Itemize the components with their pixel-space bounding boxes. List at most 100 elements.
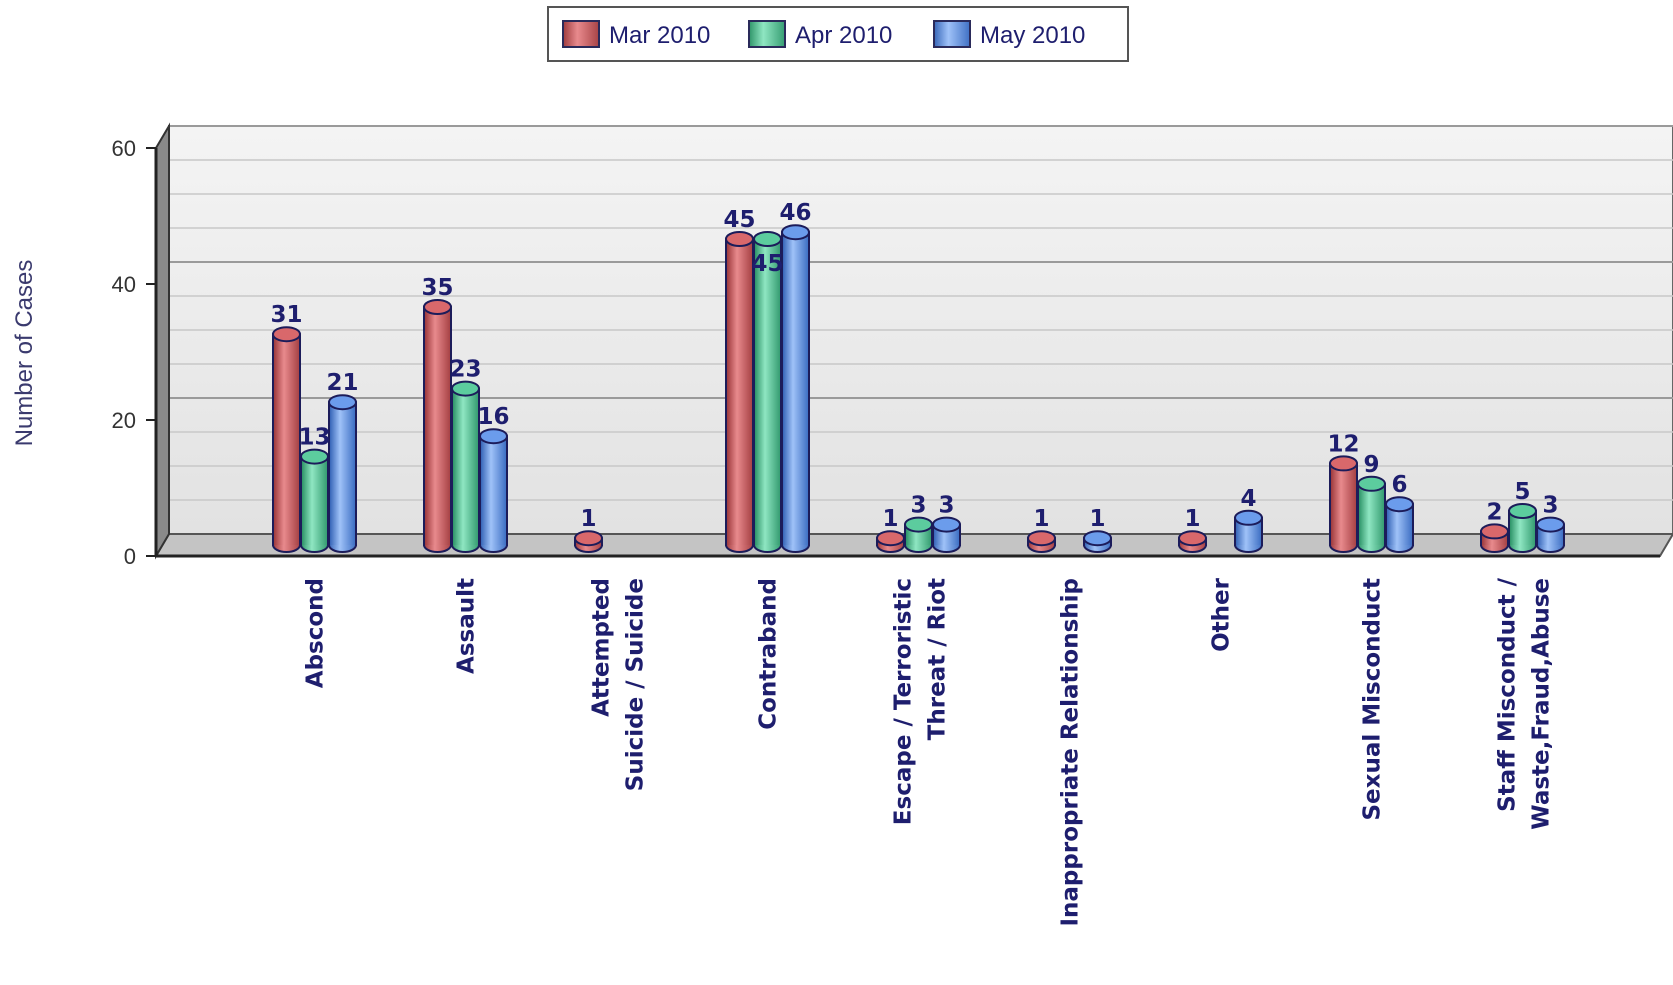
legend-swatch: [748, 20, 786, 48]
bar-top: [328, 394, 357, 411]
data-label: 1: [882, 506, 898, 532]
bar: [1357, 475, 1386, 553]
bar-top: [1178, 530, 1207, 547]
bar-fill: [755, 239, 780, 545]
bar: [272, 326, 301, 553]
bar: [876, 530, 905, 553]
category-label-line: Assault: [454, 578, 480, 674]
data-label: 3: [938, 493, 954, 519]
category-label-line: Other: [1209, 577, 1235, 652]
category-label-line: Threat / Riot: [925, 578, 951, 740]
data-label: 3: [910, 493, 926, 519]
data-label: 16: [477, 404, 509, 430]
bar: [1178, 530, 1207, 553]
bar: [1480, 523, 1509, 553]
data-label: 45: [751, 251, 783, 277]
data-label: 35: [421, 275, 453, 301]
legend-label: Apr 2010: [795, 22, 892, 49]
bar-top: [1508, 503, 1537, 519]
bar-fill: [783, 232, 808, 545]
legend-swatch: [933, 20, 971, 48]
bar: [1027, 530, 1056, 553]
data-label: 13: [298, 425, 330, 451]
category-label: Contraband: [756, 578, 782, 730]
bar-fill: [330, 402, 355, 545]
category-label: Sexual Misconduct: [1360, 578, 1386, 821]
category-label: Abscond: [303, 578, 329, 688]
bar-fill: [481, 436, 506, 545]
y-tick-label: 20: [112, 408, 136, 433]
bar-fill: [425, 307, 450, 545]
data-label: 4: [1240, 486, 1256, 512]
bar: [1508, 503, 1537, 553]
data-label: 1: [1033, 506, 1049, 532]
data-label: 31: [270, 302, 302, 328]
category-label-line: Sexual Misconduct: [1360, 578, 1386, 821]
data-label: 21: [326, 370, 358, 396]
category-label-line: Staff Misconduct /: [1495, 577, 1521, 811]
bar: [904, 516, 933, 553]
bar-fill: [453, 388, 478, 545]
category-label: Other: [1209, 577, 1235, 652]
data-label: 45: [723, 207, 755, 233]
bar-top: [272, 326, 301, 343]
data-label: 9: [1363, 452, 1379, 478]
y-tick-label: 60: [112, 136, 136, 161]
bar-top: [1385, 496, 1414, 513]
bar-top: [574, 530, 603, 547]
bar: [1536, 516, 1565, 553]
bar-top: [1357, 475, 1386, 492]
bar-top: [1234, 509, 1263, 526]
bar: [1234, 509, 1263, 553]
bar: [1329, 455, 1358, 553]
bar: [781, 224, 810, 553]
y-tick-label: 40: [112, 272, 136, 297]
data-label: 46: [779, 200, 811, 226]
category-label-line: Suicide / Suicide: [623, 578, 649, 791]
bar-top: [479, 428, 508, 445]
data-label: 12: [1327, 431, 1359, 457]
bar-top: [451, 380, 480, 397]
plot-side-wall: [155, 122, 170, 560]
bar: [725, 231, 754, 553]
bar-top: [1027, 530, 1056, 547]
bar-top: [904, 516, 933, 533]
bar-top: [1329, 455, 1358, 472]
category-label: Staff Misconduct / Waste,Fraud,Abuse: [1495, 577, 1555, 829]
bar: [328, 394, 357, 553]
category-label-line: Attempted: [589, 578, 615, 717]
plot-area: 0 20 40 60: [112, 122, 1673, 569]
bar: [479, 428, 508, 553]
category-label: Attempted Suicide / Suicide: [589, 578, 649, 791]
data-label: 6: [1391, 472, 1407, 498]
bar-top: [753, 231, 782, 247]
category-labels: Abscond Assault Attempted Suicide / Suicide…: [303, 577, 1555, 926]
y-axis-label: Number of Cases: [11, 260, 38, 447]
bar: [753, 231, 782, 553]
bar: [574, 530, 603, 553]
category-label-line: Escape / Terroristic: [891, 578, 917, 825]
bar-fill: [727, 239, 752, 545]
category-label: Assault: [454, 578, 480, 674]
bar-top: [423, 299, 452, 315]
data-label: 5: [1514, 479, 1530, 505]
y-axis-ticks: 0 20 40 60: [112, 136, 156, 569]
bar-fill: [1331, 463, 1356, 545]
bar-top: [300, 448, 329, 465]
data-label: 1: [1184, 506, 1200, 532]
bar-fill: [1359, 483, 1384, 545]
data-label: 3: [1542, 493, 1558, 519]
bar: [1083, 530, 1112, 553]
legend-label: May 2010: [980, 22, 1085, 49]
category-label: Inappropriate Relationship: [1058, 578, 1084, 927]
bar-fill: [274, 334, 299, 545]
legend-swatch: [562, 20, 600, 48]
category-label-line: Contraband: [756, 578, 782, 730]
bar-top: [781, 224, 810, 241]
bar: [300, 448, 329, 553]
bar: [932, 516, 961, 553]
legend-box: [547, 6, 1129, 62]
category-label: Escape / Terroristic Threat / Riot: [891, 578, 951, 825]
bar-top: [932, 516, 961, 533]
